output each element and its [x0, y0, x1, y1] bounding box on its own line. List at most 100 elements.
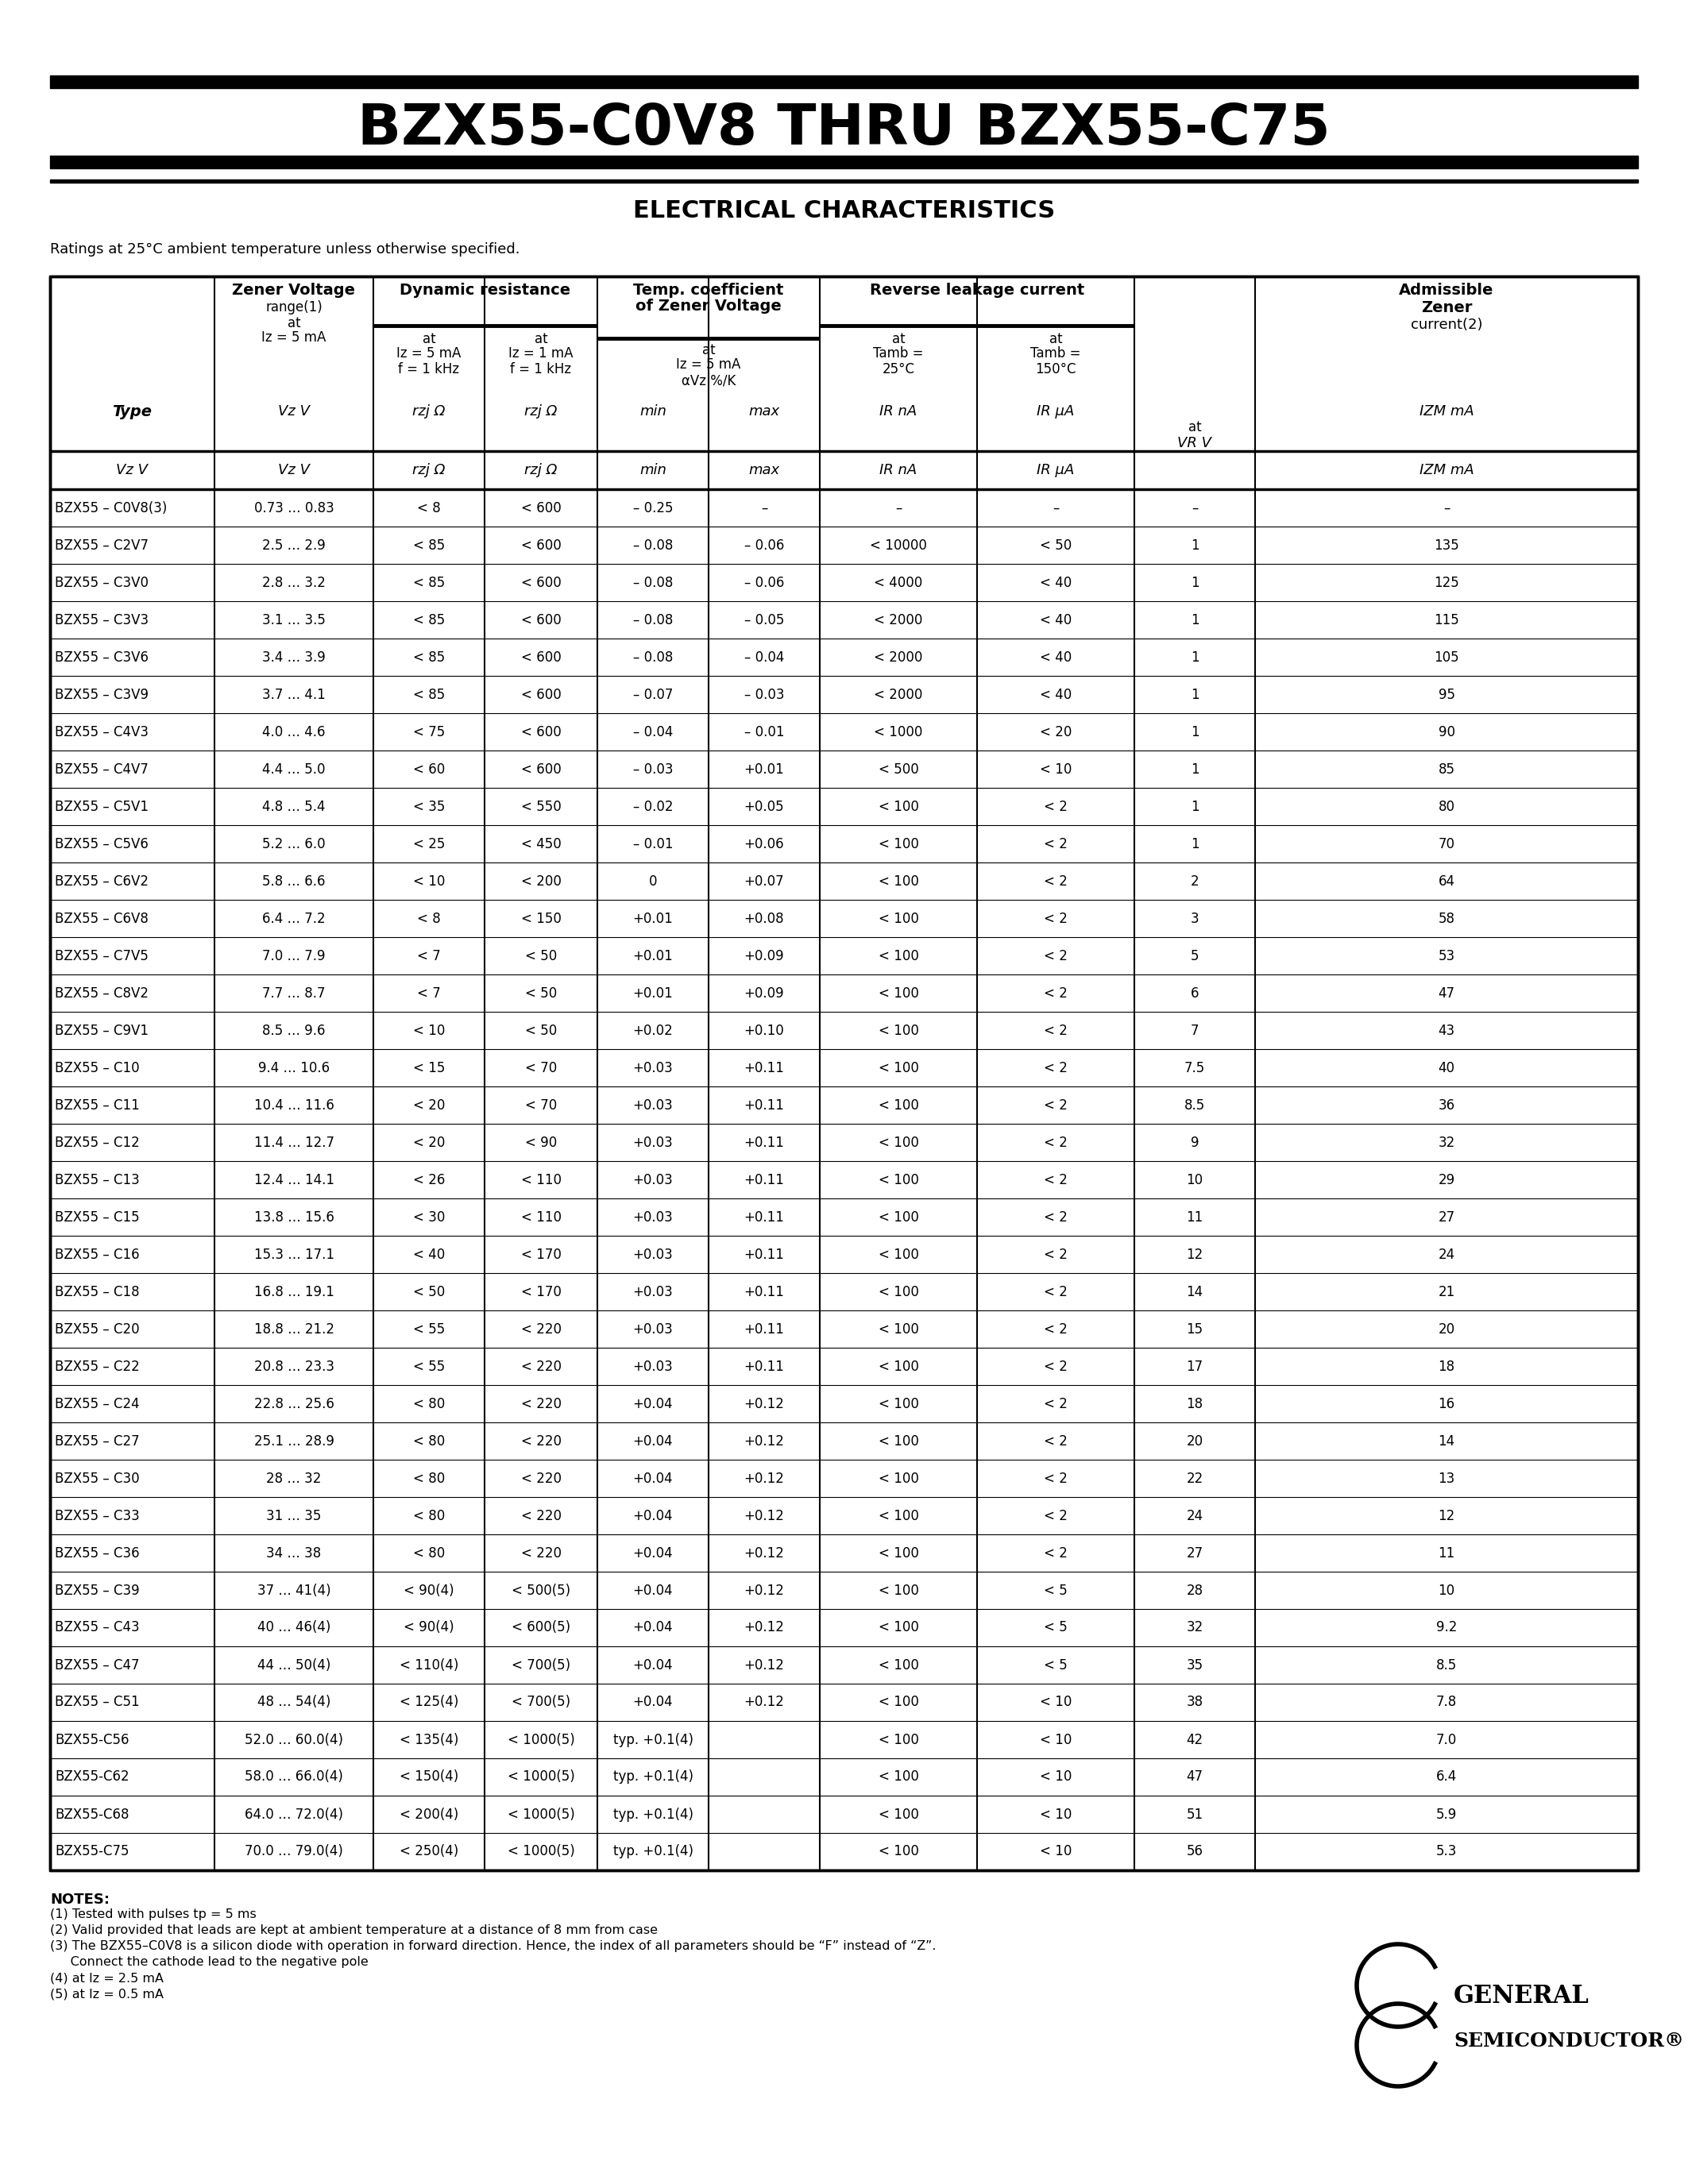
Bar	[51, 277, 1637, 1870]
Text: BZX55-C68: BZX55-C68	[54, 1806, 128, 1821]
Text: +0.12: +0.12	[744, 1396, 785, 1411]
Text: < 700(5): < 700(5)	[511, 1658, 571, 1673]
Text: 7.0: 7.0	[1436, 1732, 1457, 1747]
Text: < 100: < 100	[878, 1695, 918, 1710]
Text: +0.05: +0.05	[744, 799, 785, 815]
Text: – 0.05: – 0.05	[744, 614, 785, 627]
Text: BZX55 – C27: BZX55 – C27	[54, 1435, 140, 1448]
Text: < 100: < 100	[878, 1621, 918, 1636]
Text: at: at	[422, 332, 436, 347]
Text: 9: 9	[1190, 1136, 1198, 1149]
Text: < 135(4): < 135(4)	[400, 1732, 459, 1747]
Text: 90: 90	[1438, 725, 1455, 738]
Text: < 250(4): < 250(4)	[400, 1845, 459, 1859]
Text: < 100: < 100	[878, 1099, 918, 1112]
Text: < 80: < 80	[414, 1509, 446, 1522]
Text: ELECTRICAL CHARACTERISTICS: ELECTRICAL CHARACTERISTICS	[633, 199, 1055, 223]
Text: BZX55 – C3V9: BZX55 – C3V9	[54, 688, 149, 701]
Text: < 10: < 10	[1040, 762, 1072, 775]
Text: 3.4 … 3.9: 3.4 … 3.9	[262, 651, 326, 664]
Text: 28: 28	[1187, 1583, 1204, 1597]
Text: Ratings at 25°C ambient temperature unless otherwise specified.: Ratings at 25°C ambient temperature unle…	[51, 242, 520, 256]
Text: 47: 47	[1187, 1769, 1204, 1784]
Text: 58.0 … 66.0(4): 58.0 … 66.0(4)	[245, 1769, 343, 1784]
Text: < 2: < 2	[1043, 799, 1067, 815]
Text: (5) at Iz = 0.5 mA: (5) at Iz = 0.5 mA	[51, 1987, 164, 2001]
Text: < 2: < 2	[1043, 1061, 1067, 1075]
Text: 8.5: 8.5	[1185, 1099, 1205, 1112]
Text: 32: 32	[1187, 1621, 1204, 1636]
Text: +0.06: +0.06	[744, 836, 785, 852]
Text: 2: 2	[1190, 874, 1198, 889]
Text: BZX55 – C9V1: BZX55 – C9V1	[54, 1024, 149, 1037]
Text: < 85: < 85	[414, 537, 446, 553]
Text: current(2): current(2)	[1411, 317, 1482, 332]
Text: Admissible: Admissible	[1399, 282, 1494, 297]
Text: BZX55 – C36: BZX55 – C36	[54, 1546, 140, 1559]
Text: +0.03: +0.03	[633, 1173, 674, 1186]
Text: 29: 29	[1438, 1173, 1455, 1186]
Text: 21: 21	[1438, 1284, 1455, 1299]
Text: BZX55 – C11: BZX55 – C11	[54, 1099, 140, 1112]
Text: < 2000: < 2000	[874, 651, 923, 664]
Text: +0.12: +0.12	[744, 1546, 785, 1559]
Text: BZX55 – C6V8: BZX55 – C6V8	[54, 911, 149, 926]
Text: BZX55-C0V8 THRU BZX55-C75: BZX55-C0V8 THRU BZX55-C75	[358, 100, 1330, 155]
Text: BZX55 – C4V3: BZX55 – C4V3	[54, 725, 149, 738]
Text: 5.3: 5.3	[1436, 1845, 1457, 1859]
Text: < 100: < 100	[878, 1583, 918, 1597]
Text: 34 … 38: 34 … 38	[267, 1546, 321, 1559]
Text: < 100: < 100	[878, 1806, 918, 1821]
Text: < 600: < 600	[522, 537, 560, 553]
Text: BZX55-C75: BZX55-C75	[54, 1845, 128, 1859]
Text: < 2: < 2	[1043, 836, 1067, 852]
Text: BZX55 – C4V7: BZX55 – C4V7	[54, 762, 149, 775]
Text: < 100: < 100	[878, 1061, 918, 1075]
Text: < 100: < 100	[878, 1396, 918, 1411]
Text: Zener: Zener	[1421, 299, 1472, 314]
Text: BZX55 – C8V2: BZX55 – C8V2	[54, 985, 149, 1000]
Text: 40: 40	[1438, 1061, 1455, 1075]
Text: < 10: < 10	[414, 874, 446, 889]
Text: 16: 16	[1438, 1396, 1455, 1411]
Text: 5: 5	[1190, 948, 1198, 963]
Text: (2) Valid provided that leads are kept at ambient temperature at a distance of 8: (2) Valid provided that leads are kept a…	[51, 1924, 658, 1937]
Text: 11: 11	[1187, 1210, 1204, 1225]
Text: < 600: < 600	[522, 688, 560, 701]
Text: < 600: < 600	[522, 762, 560, 775]
Text: BZX55 – C0V8(3): BZX55 – C0V8(3)	[54, 500, 167, 515]
Text: typ. +0.1(4): typ. +0.1(4)	[613, 1732, 694, 1747]
Text: – 0.07: – 0.07	[633, 688, 674, 701]
Text: BZX55 – C3V6: BZX55 – C3V6	[54, 651, 149, 664]
Text: 28 … 32: 28 … 32	[267, 1472, 321, 1485]
Text: +0.04: +0.04	[633, 1435, 674, 1448]
Text: < 150(4): < 150(4)	[400, 1769, 459, 1784]
Text: 3: 3	[1190, 911, 1198, 926]
Text: 125: 125	[1433, 574, 1458, 590]
Text: 80: 80	[1438, 799, 1455, 815]
Text: 22: 22	[1187, 1472, 1204, 1485]
Text: BZX55 – C33: BZX55 – C33	[54, 1509, 140, 1522]
Text: +0.04: +0.04	[633, 1658, 674, 1673]
Text: – 0.06: – 0.06	[744, 537, 785, 553]
Text: < 100: < 100	[878, 1247, 918, 1262]
Text: +0.03: +0.03	[633, 1284, 674, 1299]
Text: < 7: < 7	[417, 985, 441, 1000]
Text: BZX55-C62: BZX55-C62	[54, 1769, 130, 1784]
Text: 95: 95	[1438, 688, 1455, 701]
Text: +0.03: +0.03	[633, 1099, 674, 1112]
Text: < 1000(5): < 1000(5)	[508, 1732, 574, 1747]
Text: – 0.08: – 0.08	[633, 614, 674, 627]
Text: 11: 11	[1438, 1546, 1455, 1559]
Text: < 5: < 5	[1043, 1583, 1067, 1597]
Text: < 5: < 5	[1043, 1658, 1067, 1673]
Text: < 150: < 150	[520, 911, 560, 926]
Text: Connect the cathode lead to the negative pole: Connect the cathode lead to the negative…	[51, 1957, 368, 1968]
Text: – 0.03: – 0.03	[633, 762, 674, 775]
Text: +0.04: +0.04	[633, 1546, 674, 1559]
Text: 7.8: 7.8	[1436, 1695, 1457, 1710]
Text: +0.11: +0.11	[744, 1061, 785, 1075]
Text: < 100: < 100	[878, 836, 918, 852]
Text: < 100: < 100	[878, 1173, 918, 1186]
Text: 115: 115	[1433, 614, 1458, 627]
